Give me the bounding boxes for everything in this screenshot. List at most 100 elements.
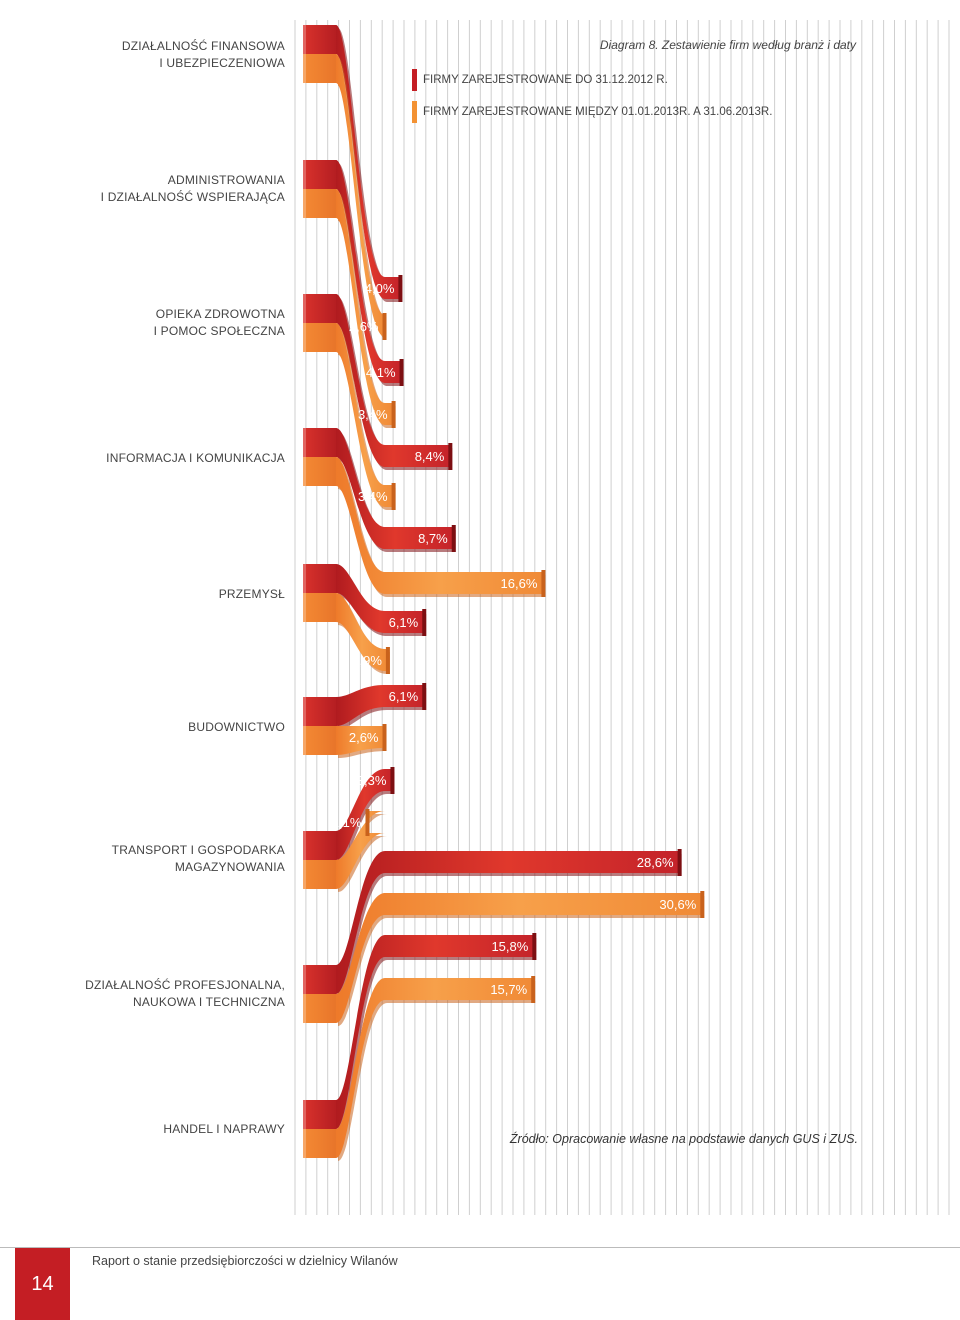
value-label: 1,1% [332, 815, 362, 830]
bar-shadow [338, 326, 396, 510]
block-orange-6 [303, 860, 336, 889]
category-label: OPIEKA ZDROWOTNA I POMOC SPOŁECZNA [153, 307, 285, 338]
bar-end-cap [531, 976, 536, 1003]
value-label: 8,7% [418, 531, 448, 546]
bar-orange-3 [336, 457, 544, 594]
block-red-0 [303, 25, 336, 54]
bar-end-cap [422, 683, 427, 710]
bar-red-3 [336, 428, 454, 549]
bar-orange-5 [336, 726, 385, 755]
value-label: 15,8% [491, 939, 528, 954]
value-label: 28,6% [637, 855, 674, 870]
value-label: 8,4% [415, 449, 445, 464]
value-label: 3,4% [358, 407, 388, 422]
bar-end-cap [390, 767, 395, 794]
bar-end-cap [382, 724, 387, 751]
bar-end-cap [541, 570, 546, 597]
category-label: HANDEL I NAPRAWY [163, 1122, 285, 1136]
bar-shadow [338, 938, 537, 1132]
block-red-6 [303, 831, 336, 860]
bar-red-0 [336, 25, 401, 299]
value-label: 4,1% [366, 365, 396, 380]
bar-red-8 [336, 935, 535, 1129]
bar-red-6 [336, 769, 393, 860]
bar-end-cap [385, 647, 390, 674]
block-red-5 [303, 697, 336, 726]
value-label: 6,1% [389, 615, 419, 630]
value-label: 15,7% [490, 982, 527, 997]
value-label: 16,6% [501, 576, 538, 591]
category-label: PRZEMYSŁ [218, 587, 285, 601]
block-highlight [303, 294, 306, 352]
value-label: 3,3% [357, 773, 387, 788]
block-orange-5 [303, 726, 336, 755]
block-orange-7 [303, 994, 336, 1023]
legend-label-2013: FIRMY ZAREJESTROWANE MIĘDZY 01.01.2013R.… [423, 106, 773, 118]
block-highlight [303, 697, 306, 755]
bar-orange-8 [336, 978, 534, 1158]
bar-end-cap [391, 483, 396, 510]
bar-red-4 [336, 564, 425, 633]
block-highlight [303, 965, 306, 1023]
footer-title: Raport o stanie przedsiębiorczości w dzi… [92, 1254, 398, 1268]
bar-orange-2 [336, 323, 394, 507]
bar-orange-7 [336, 893, 703, 1023]
block-red-3 [303, 428, 336, 457]
block-red-4 [303, 564, 336, 593]
block-highlight [303, 564, 306, 622]
value-label: 3,4% [358, 489, 388, 504]
legend-swatch-red [412, 69, 417, 91]
block-highlight [303, 428, 306, 486]
block-red-2 [303, 294, 336, 323]
bar-end-cap [422, 609, 427, 636]
bar-end-cap [451, 525, 456, 552]
bar-orange-0 [336, 54, 385, 337]
block-orange-4 [303, 593, 336, 622]
category-label: BUDOWNICTWO [188, 720, 285, 734]
block-highlight [303, 831, 306, 889]
category-label: DZIAŁALNOŚĆ FINANSOWA I UBEZPIECZENIOWA [121, 39, 285, 70]
block-highlight [303, 25, 306, 83]
block-highlight [303, 160, 306, 218]
block-red-8 [303, 1100, 336, 1129]
category-label: ADMINISTROWANIA I DZIAŁALNOŚĆ WSPIERAJĄC… [100, 173, 285, 204]
bar-end-cap [391, 401, 396, 428]
bar-red-7 [336, 851, 680, 994]
value-label: 4,0% [365, 281, 395, 296]
block-red-1 [303, 160, 336, 189]
bar-red-5 [336, 685, 425, 726]
source-note: Źródło: Opracowanie własne na podstawie … [509, 1132, 858, 1146]
bar-end-cap [448, 443, 453, 470]
bar-end-cap [398, 275, 403, 302]
bar-end-cap [399, 359, 404, 386]
category-label: INFORMACJA I KOMUNIKACJA [106, 451, 285, 465]
value-label: 30,6% [659, 897, 696, 912]
bar-end-cap [532, 933, 537, 960]
bar-red-2 [336, 294, 451, 467]
value-label: 2,9% [352, 653, 382, 668]
value-label: 2,6% [349, 319, 379, 334]
block-orange-2 [303, 323, 336, 352]
block-orange-0 [303, 54, 336, 83]
category-label: TRANSPORT I GOSPODARKA MAGAZYNOWANIA [111, 843, 285, 874]
page-number: 14 [15, 1248, 70, 1320]
legend-swatch-orange [412, 101, 417, 123]
value-label: 2,6% [349, 730, 379, 745]
chart-title: Diagram 8. Zestawienie firm według branż… [599, 38, 856, 52]
block-orange-8 [303, 1129, 336, 1158]
bar-orange-6 [336, 811, 385, 889]
block-orange-3 [303, 457, 336, 486]
block-red-7 [303, 965, 336, 994]
chart: 4,0% 2,6% 4,1% 3,4% 8,4% 3,4% 8,7% 16,6% 6,1% 2,9… [294, 20, 950, 1215]
legend-item-2012: FIRMY ZAREJESTROWANE DO 31.12.2012 R. [412, 69, 668, 91]
bar-orange-4 [336, 593, 388, 671]
category-label: DZIAŁALNOŚĆ PROFESJONALNA, NAUKOWA I TEC… [85, 978, 285, 1009]
bar-shadow [338, 854, 682, 997]
bar-shadow [338, 772, 395, 863]
legend-item-2013: FIRMY ZAREJESTROWANE MIĘDZY 01.01.2013R.… [412, 101, 772, 123]
value-label: 6,1% [389, 689, 419, 704]
block-orange-1 [303, 189, 336, 218]
bar-end-cap [382, 313, 387, 340]
bar-orange-1 [336, 189, 394, 425]
block-highlight [303, 1100, 306, 1158]
